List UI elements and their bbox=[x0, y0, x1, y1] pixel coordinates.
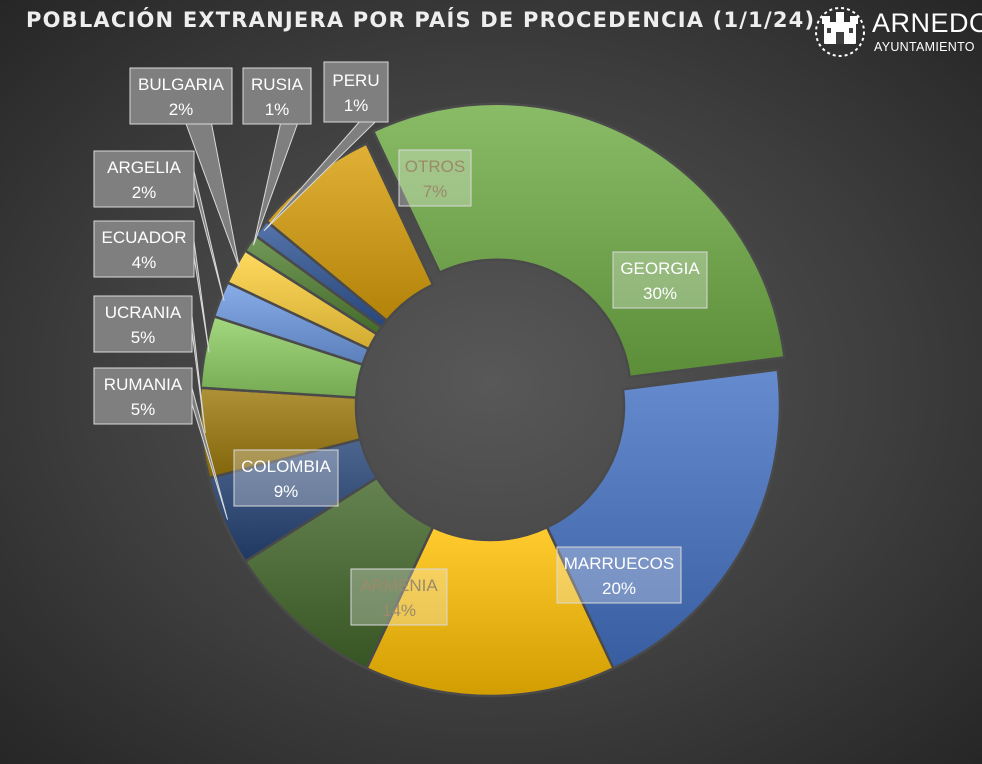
label-box-rusia bbox=[242, 67, 312, 125]
slice-label: ECUADOR bbox=[101, 228, 186, 247]
slice-label: OTROS bbox=[405, 157, 465, 176]
label-box-peru bbox=[323, 61, 389, 123]
slice-label: PERU bbox=[332, 71, 379, 90]
slice-value: 7% bbox=[423, 182, 448, 201]
slice-value: 9% bbox=[274, 482, 299, 501]
label-box-marruecos bbox=[556, 546, 682, 604]
label-box-otros bbox=[398, 149, 472, 207]
town-crest-icon bbox=[815, 7, 865, 57]
slice-label: ARGELIA bbox=[107, 158, 181, 177]
slice-value: 20% bbox=[602, 579, 636, 598]
label-box-georgia bbox=[612, 251, 708, 309]
slice-value: 2% bbox=[169, 100, 194, 119]
slice-value: 4% bbox=[132, 253, 157, 272]
slice-label: COLOMBIA bbox=[241, 457, 331, 476]
slice-label: BULGARIA bbox=[138, 75, 225, 94]
slice-value: 1% bbox=[265, 100, 290, 119]
slice-marruecos bbox=[545, 368, 782, 671]
slice-value: 14% bbox=[382, 601, 416, 620]
chart-slices bbox=[198, 102, 786, 698]
slice-label: RUSIA bbox=[251, 75, 304, 94]
slice-value: 5% bbox=[131, 400, 156, 419]
slice-label: RUMANIA bbox=[104, 375, 183, 394]
slice-value: 5% bbox=[131, 328, 156, 347]
slice-value: 1% bbox=[344, 96, 369, 115]
slice-value: 2% bbox=[132, 183, 157, 202]
data-labels: GEORGIA 30% MARRUECOS 20% ARMENIA 14% COLOMBIA… bbox=[93, 61, 708, 626]
logo: ARNEDO AYUNTAMIENTO bbox=[812, 4, 982, 62]
label-box-argelia bbox=[93, 150, 195, 208]
slice-label: ARMENIA bbox=[360, 576, 438, 595]
label-box-colombia bbox=[233, 449, 339, 507]
chart-title: POBLACIÓN EXTRANJERA POR PAÍS DE PROCEDE… bbox=[26, 8, 816, 32]
label-box-ucrania bbox=[93, 295, 193, 353]
slice-label: MARRUECOS bbox=[564, 554, 675, 573]
slice-value: 30% bbox=[643, 284, 677, 303]
slice-label: GEORGIA bbox=[620, 259, 700, 278]
label-box-bulgaria bbox=[129, 67, 233, 125]
label-box-rumania bbox=[93, 367, 193, 425]
logo-name: ARNEDO bbox=[872, 8, 982, 38]
label-box-armenia bbox=[350, 568, 448, 626]
slice-label: UCRANIA bbox=[105, 303, 182, 322]
logo-subtitle: AYUNTAMIENTO bbox=[874, 40, 975, 54]
label-box-ecuador bbox=[93, 220, 195, 278]
slice-georgia bbox=[371, 102, 786, 379]
leader-ecuador bbox=[193, 240, 210, 353]
